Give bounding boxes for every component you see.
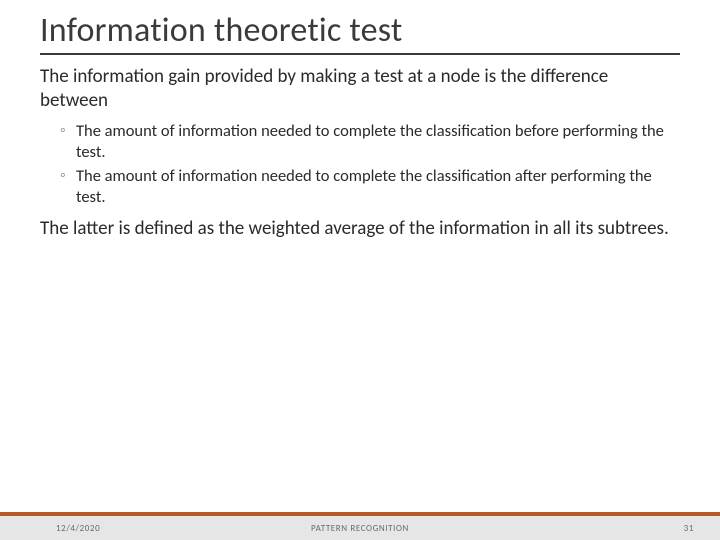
footer-title: PATTERN RECOGNITION [0,523,720,534]
list-item: The amount of information needed to comp… [60,166,680,207]
page-number: 31 [684,523,694,534]
bullet-list: The amount of information needed to comp… [60,121,680,208]
footer-date: 12/4/2020 [56,523,100,534]
footer-bar: 12/4/2020 PATTERN RECOGNITION 31 [0,516,720,540]
follow-paragraph: The latter is defined as the weighted av… [40,217,680,241]
slide: Information theoretic test The informati… [0,0,720,540]
footer: 12/4/2020 PATTERN RECOGNITION 31 [0,512,720,540]
lead-paragraph: The information gain provided by making … [40,65,680,113]
list-item: The amount of information needed to comp… [60,121,680,162]
slide-content: Information theoretic test The informati… [0,0,720,540]
slide-title: Information theoretic test [40,12,680,55]
